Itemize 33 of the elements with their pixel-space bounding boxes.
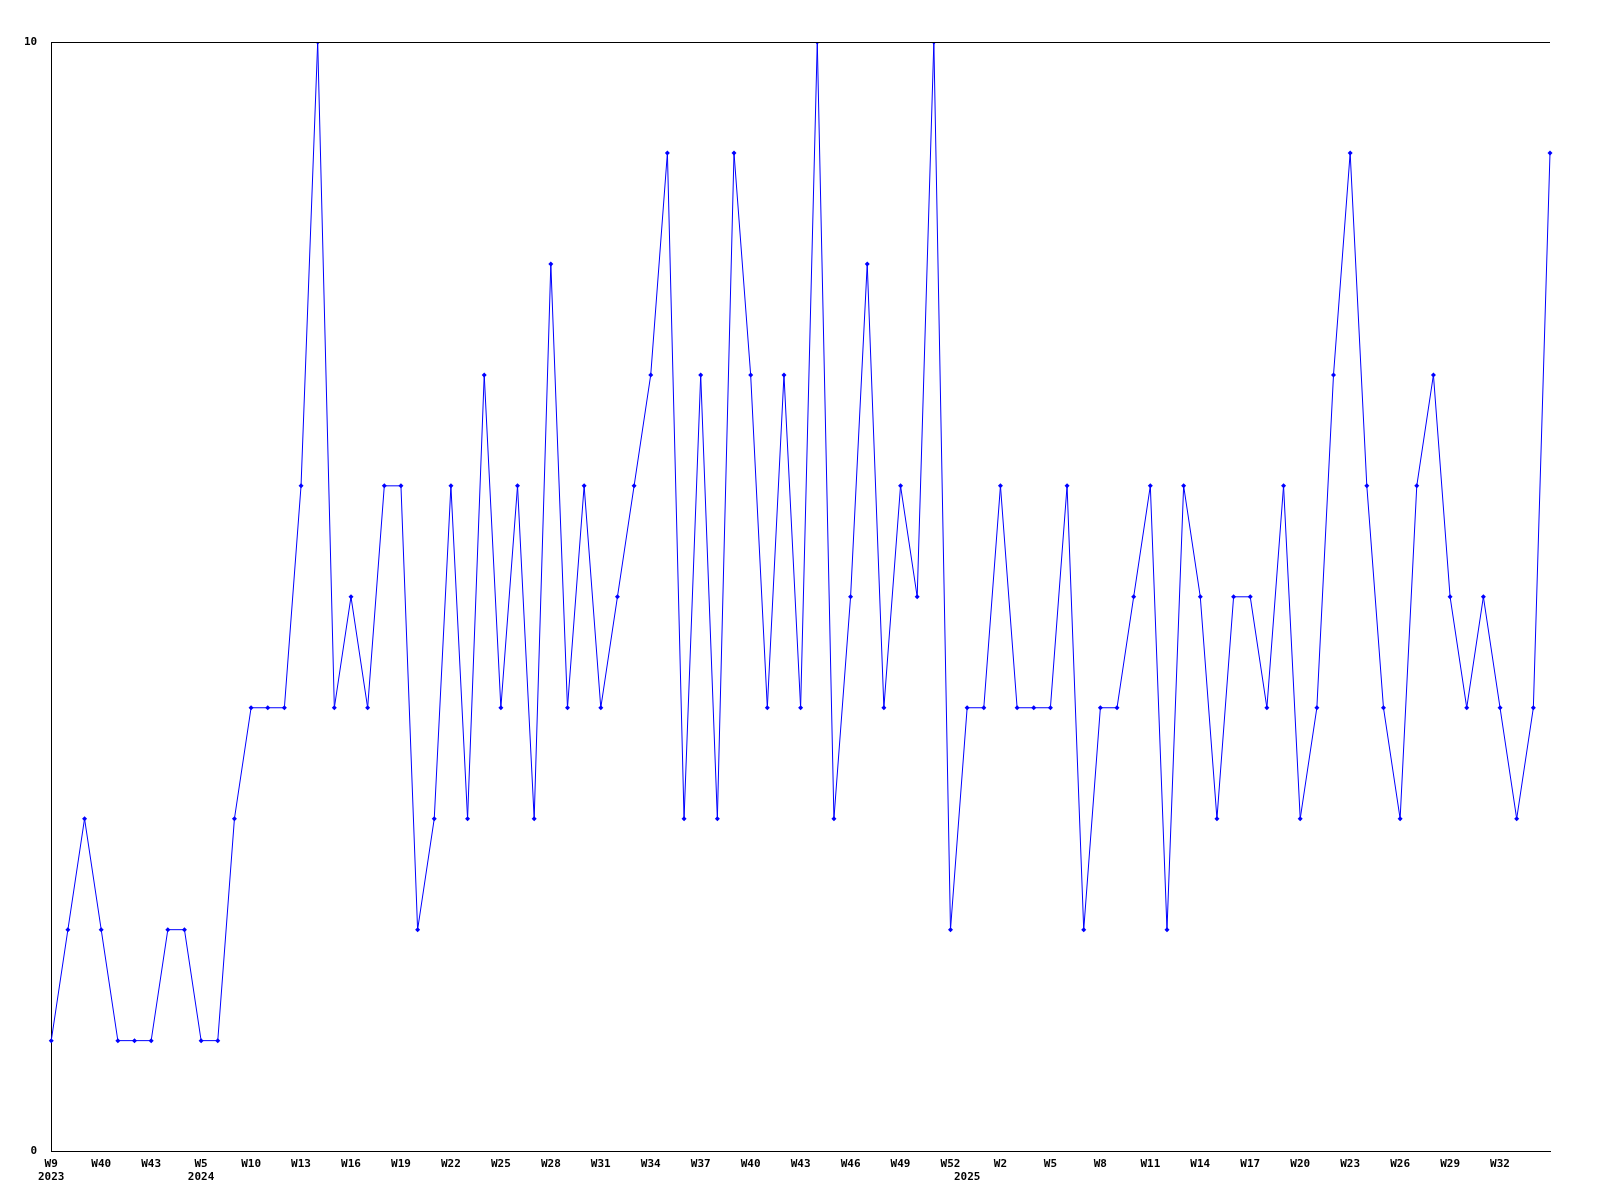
x-tick-label: W5 [1043, 1157, 1058, 1171]
x-tick-label: W14 [1190, 1157, 1211, 1171]
x-tick-label: W49 [890, 1157, 911, 1171]
x-tick-label: W9 2023 [38, 1157, 65, 1184]
x-tick-label: W5 2024 [187, 1157, 215, 1184]
x-tick-label: W43 [141, 1157, 162, 1171]
x-tick-label: W8 [1093, 1157, 1107, 1171]
x-tick-label: W10 [241, 1157, 262, 1171]
x-tick-label: W40 [91, 1157, 112, 1171]
x-tick-label: W13 [291, 1157, 311, 1171]
x-tick-label: W52 [940, 1157, 961, 1171]
x-tick-label: W16 [341, 1157, 362, 1171]
y-tick-label: 0 [30, 1144, 38, 1158]
x-tick-label: W28 [540, 1157, 561, 1171]
x-tick-label: W20 [1290, 1157, 1311, 1171]
x-tick-label: W19 [391, 1157, 411, 1171]
x-tick-label: W46 [840, 1157, 861, 1171]
x-tick-label: W17 [1240, 1157, 1261, 1171]
x-tick-label: W29 [1440, 1157, 1461, 1171]
y-tick-label: 10 [24, 34, 38, 48]
x-tick-label: W11 [1140, 1157, 1161, 1171]
x-tick-label: W23 [1340, 1157, 1361, 1171]
x-tick-label: W22 [440, 1157, 461, 1171]
x-tick-label: W26 [1390, 1157, 1411, 1171]
x-tick-label: W40 [740, 1157, 761, 1171]
x-tick-label: 2025 [953, 1170, 981, 1184]
x-tick-label: W31 [590, 1157, 612, 1171]
x-tick-label: W37 [690, 1157, 711, 1171]
x-tick-label: W43 [790, 1157, 811, 1171]
x-tick-label: W32 [1490, 1157, 1510, 1171]
x-tick-label: W2 [993, 1157, 1008, 1171]
x-tick-label: W34 [640, 1157, 662, 1171]
x-tick-label: W25 [490, 1157, 511, 1171]
